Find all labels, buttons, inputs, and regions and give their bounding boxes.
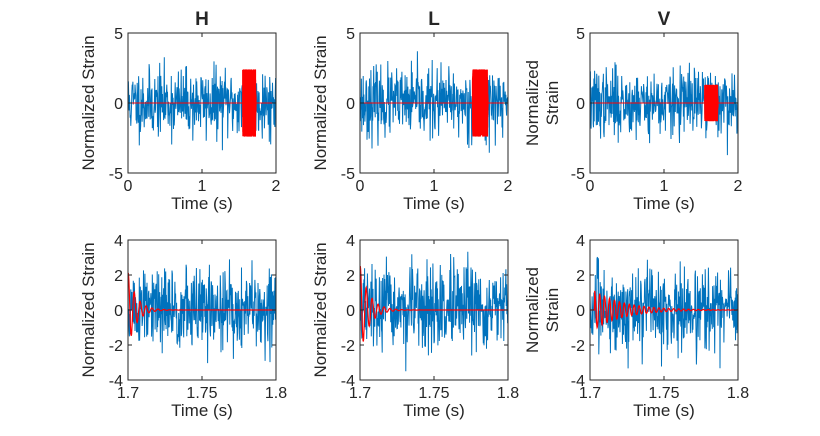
x-tick-label: 2	[734, 178, 743, 195]
y-tick-label: -2	[571, 338, 585, 355]
y-axis-label: Normalized	[523, 267, 542, 353]
x-tick-label: 2	[504, 178, 513, 195]
y-tick-label: 0	[114, 96, 123, 113]
noise-series-line	[590, 256, 738, 369]
y-tick-label: 5	[114, 26, 123, 43]
y-tick-label: 5	[576, 26, 585, 43]
x-tick-label: 1.8	[727, 385, 749, 402]
x-axis-label: Time (s)	[403, 194, 465, 213]
panel-h-zoom: 1.7 1.75 1.8 -4 -2 0 2 4 Time (s) Normalized Stra…	[79, 233, 287, 420]
x-tick-label: 1	[430, 178, 439, 195]
x-tick-label: 0	[124, 178, 133, 195]
y-axis-label: Strain	[543, 288, 562, 332]
x-tick-label: 1.75	[418, 385, 449, 402]
x-axis-label: Time (s)	[633, 194, 695, 213]
x-tick-label: 1.7	[117, 385, 139, 402]
y-tick-label: -5	[109, 166, 123, 183]
x-tick-label: 0	[356, 178, 365, 195]
y-tick-label: 0	[576, 96, 585, 113]
y-tick-label: 0	[346, 96, 355, 113]
x-tick-label: 1.7	[579, 385, 601, 402]
panel-title: L	[428, 9, 440, 30]
y-tick-label: 4	[114, 233, 123, 250]
y-tick-label: 4	[346, 233, 355, 250]
y-tick-label: -4	[341, 373, 355, 390]
noise-series-line	[128, 259, 276, 364]
y-tick-label: 2	[114, 268, 123, 285]
y-tick-label: -2	[341, 338, 355, 355]
y-axis-label: Normalized Strain	[79, 35, 98, 170]
x-axis-label: Time (s)	[633, 401, 695, 420]
y-axis-label: Strain	[543, 81, 562, 125]
y-axis-label: Normalized Strain	[311, 242, 330, 377]
y-axis-label: Normalized Strain	[311, 35, 330, 170]
y-tick-label: 0	[576, 303, 585, 320]
y-tick-label: 2	[346, 268, 355, 285]
signal-series-line	[360, 266, 508, 342]
x-axis-label: Time (s)	[171, 401, 233, 420]
x-tick-label: 0	[586, 178, 595, 195]
y-tick-label: 0	[114, 303, 123, 320]
y-tick-label: 0	[346, 303, 355, 320]
signal-series-line	[242, 69, 257, 137]
x-tick-label: 1.7	[349, 385, 371, 402]
x-tick-label: 2	[272, 178, 281, 195]
y-tick-label: -5	[571, 166, 585, 183]
noise-series-line	[360, 251, 508, 372]
x-tick-label: 1.75	[648, 385, 679, 402]
y-tick-label: 5	[346, 26, 355, 43]
y-tick-label: 4	[576, 233, 585, 250]
x-tick-label: 1	[198, 178, 207, 195]
x-tick-label: 1	[660, 178, 669, 195]
y-tick-label: -2	[109, 338, 123, 355]
signal-series-line	[704, 84, 719, 122]
panel-title: V	[658, 9, 671, 30]
signal-series-line	[590, 290, 738, 330]
y-tick-label: -4	[109, 373, 123, 390]
panel-title: H	[195, 9, 209, 30]
x-tick-label: 1.8	[497, 385, 519, 402]
y-tick-label: -5	[341, 166, 355, 183]
panel-l-zoom: 1.7 1.75 1.8 -4 -2 0 2 4 Time (s) Normalized Stra…	[311, 233, 519, 420]
y-axis-label: Normalized Strain	[79, 242, 98, 377]
x-tick-label: 1.8	[265, 385, 287, 402]
y-axis-label: Normalized	[523, 60, 542, 146]
x-axis-label: Time (s)	[171, 194, 233, 213]
signal-series-line	[128, 272, 276, 336]
signal-series-line	[471, 69, 489, 137]
panel-v-zoom: 1.7 1.75 1.8 -4 -2 0 2 4 Time (s) Normalized Strai…	[523, 233, 749, 420]
y-tick-label: -4	[571, 373, 585, 390]
x-axis-label: Time (s)	[403, 401, 465, 420]
y-tick-label: 2	[576, 268, 585, 285]
x-tick-label: 1.75	[186, 385, 217, 402]
